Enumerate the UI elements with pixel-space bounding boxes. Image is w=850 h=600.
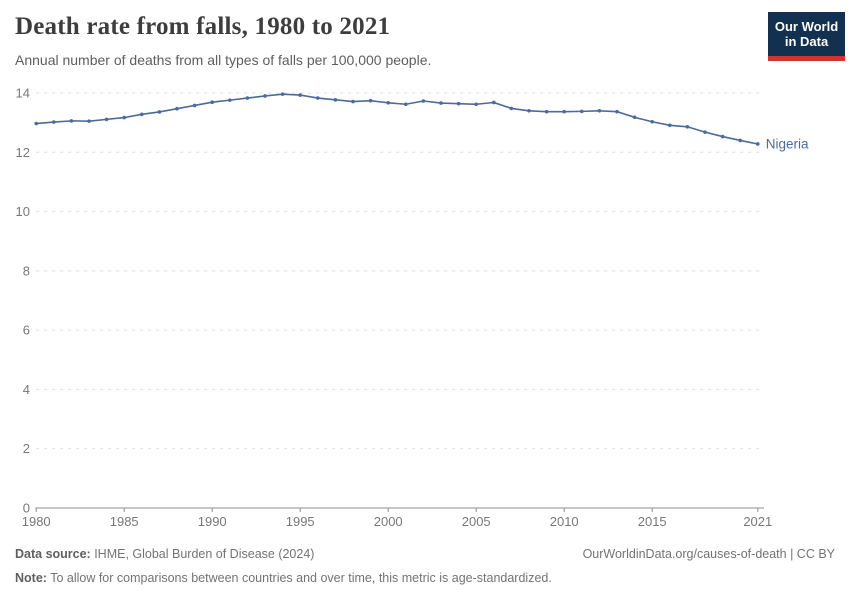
data-point[interactable]: [738, 138, 742, 143]
data-point[interactable]: [562, 109, 566, 114]
data-point[interactable]: [456, 101, 461, 106]
data-point[interactable]: [650, 119, 654, 124]
data-point[interactable]: [386, 100, 391, 105]
x-axis-label: 2005: [462, 514, 491, 529]
y-axis-label: 10: [16, 204, 30, 219]
y-axis-label: 4: [23, 382, 30, 397]
data-point[interactable]: [157, 110, 162, 114]
data-point[interactable]: [756, 142, 760, 146]
data-point[interactable]: [421, 99, 426, 103]
data-point[interactable]: [404, 102, 408, 107]
falls-line-chart: 0 2 4 6 8 10 12 14 1980 1985 1990 1995 2000 2005 2010 2…: [16, 86, 810, 530]
chart-header: Death rate from falls, 1980 to 2021 Annu…: [15, 12, 750, 69]
y-axis-label: 0: [23, 501, 30, 516]
data-point[interactable]: [492, 100, 496, 105]
owid-logo: Our World in Data: [768, 12, 845, 61]
trend-line[interactable]: [36, 93, 758, 145]
x-axis-label: 1995: [286, 514, 315, 529]
data-point[interactable]: [509, 106, 514, 111]
y-axis-label: 2: [23, 441, 30, 456]
data-point[interactable]: [34, 121, 38, 126]
data-point[interactable]: [140, 112, 144, 117]
data-point[interactable]: [69, 119, 74, 123]
y-axis-label: 6: [23, 323, 30, 338]
chart-subtitle: Annual number of deaths from all types o…: [15, 52, 432, 68]
data-point[interactable]: [175, 106, 179, 111]
data-point[interactable]: [333, 98, 338, 102]
data-point[interactable]: [52, 120, 56, 124]
x-axis-label: 1985: [110, 514, 139, 529]
data-source-text: Data source: IHME, Global Burden of Dise…: [15, 547, 314, 561]
y-axis-label: 12: [16, 145, 30, 160]
data-point[interactable]: [474, 102, 479, 107]
y-axis-label: 14: [16, 86, 30, 101]
owid-logo-line1: Our World: [774, 19, 839, 34]
data-point[interactable]: [527, 108, 531, 113]
chart-area: 0 2 4 6 8 10 12 14 1980 1985 1990 1995 2000 2005 2010 2…: [0, 80, 850, 540]
data-point[interactable]: [720, 134, 725, 139]
data-source-label: Data source:: [15, 546, 91, 561]
data-point[interactable]: [668, 123, 672, 128]
data-point[interactable]: [87, 119, 91, 123]
data-point[interactable]: [298, 93, 303, 97]
data-source-value: IHME, Global Burden of Disease (2024): [90, 546, 315, 561]
data-point[interactable]: [580, 109, 584, 114]
owid-logo-line2: in Data: [784, 34, 829, 50]
x-axis-label: 1980: [22, 514, 51, 529]
x-axis-label: 2000: [374, 514, 403, 529]
series-end-label[interactable]: Nigeria: [766, 136, 809, 151]
note-text: To allow for comparisons between countri…: [46, 570, 552, 585]
chart-footer: Data source: IHME, Global Burden of Dise…: [15, 547, 835, 586]
data-point[interactable]: [122, 115, 126, 120]
data-point[interactable]: [210, 100, 214, 104]
credit-link[interactable]: OurWorldinData.org/causes-of-death | CC …: [582, 546, 835, 561]
data-point[interactable]: [615, 109, 619, 114]
data-point[interactable]: [104, 117, 109, 122]
data-point[interactable]: [632, 115, 637, 120]
data-point[interactable]: [263, 94, 267, 98]
note-label: Note:: [15, 570, 47, 585]
x-axis-label: 1990: [198, 514, 227, 529]
data-point[interactable]: [368, 98, 373, 103]
data-point[interactable]: [439, 101, 443, 105]
data-point[interactable]: [597, 108, 602, 113]
x-axis-label: 2015: [638, 514, 667, 529]
y-axis-label: 8: [23, 263, 30, 278]
x-axis-label: 2021: [743, 514, 772, 529]
data-point[interactable]: [544, 109, 549, 114]
data-point[interactable]: [192, 103, 197, 108]
data-point[interactable]: [280, 92, 285, 96]
x-axis-label: 2010: [550, 514, 579, 529]
data-point[interactable]: [351, 99, 355, 104]
data-point[interactable]: [245, 96, 250, 100]
data-point[interactable]: [703, 130, 707, 134]
page-title: Death rate from falls, 1980 to 2021: [15, 13, 391, 40]
data-point[interactable]: [685, 124, 690, 129]
data-point[interactable]: [228, 98, 232, 102]
data-point[interactable]: [316, 96, 320, 100]
